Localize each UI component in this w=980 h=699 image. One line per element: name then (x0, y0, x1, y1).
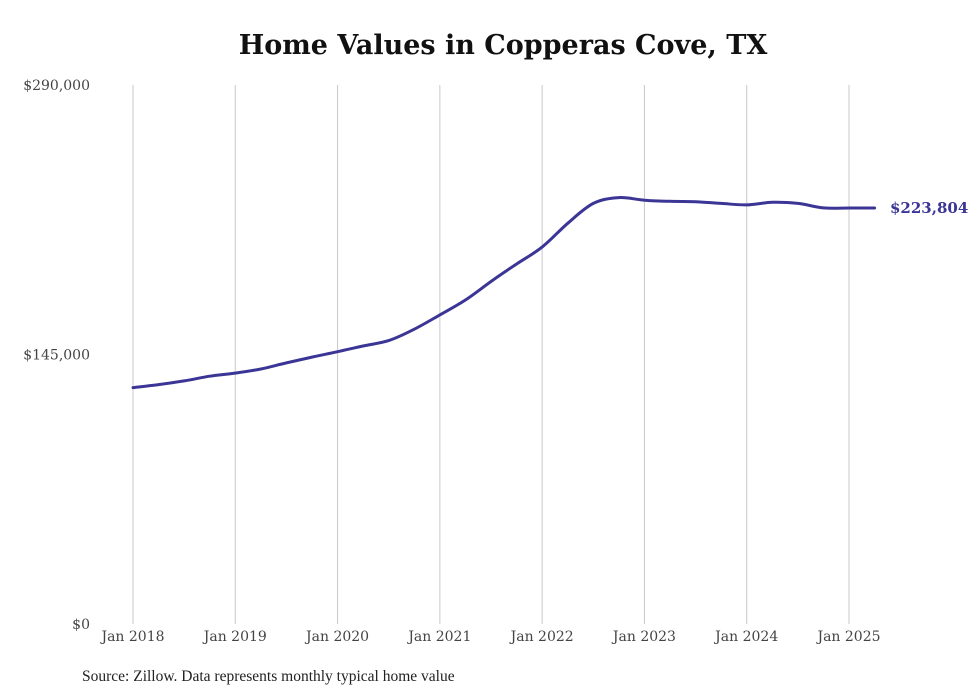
grid-lines (132, 85, 850, 624)
home-value-line (131, 196, 877, 390)
x-axis-ticks: Jan 2018 Jan 2019 Jan 2020 Jan 2021 Jan 2022… (99, 629, 880, 645)
x-tick-label: Jan 2018 (99, 629, 164, 645)
end-value-label: $223,804 (890, 199, 968, 217)
x-tick-label: Jan 2021 (406, 629, 471, 645)
series-layer (131, 196, 877, 390)
x-tick-label: Jan 2019 (202, 629, 267, 645)
end-label-layer: $223,804 (890, 199, 968, 217)
y-tick-label: $0 (72, 617, 90, 633)
y-tick-label: $145,000 (23, 348, 90, 364)
y-tick-label: $290,000 (23, 78, 90, 94)
x-tick-label: Jan 2020 (304, 629, 369, 645)
y-axis-ticks: $0 $145,000 $290,000 (23, 78, 90, 633)
source-note: Source: Zillow. Data represents monthly … (82, 668, 455, 685)
x-tick-label: Jan 2022 (509, 629, 574, 645)
x-tick-label: Jan 2024 (713, 629, 778, 645)
x-tick-label: Jan 2023 (611, 629, 676, 645)
x-tick-label: Jan 2025 (815, 629, 880, 645)
chart-title: Home Values in Copperas Cove, TX (238, 30, 768, 61)
